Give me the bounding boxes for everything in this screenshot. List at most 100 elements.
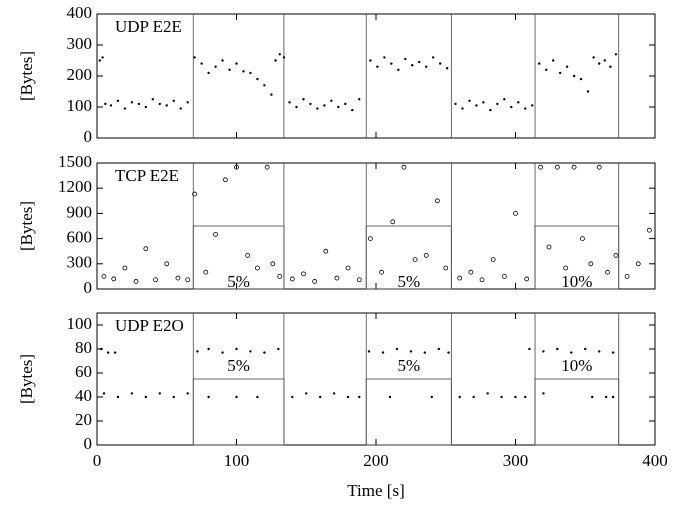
data-point: [346, 395, 350, 399]
data-point: [395, 347, 399, 351]
y-tick-label: 60: [75, 362, 92, 381]
data-point: [122, 265, 128, 271]
y-tick-label: 300: [67, 34, 93, 53]
data-point: [235, 347, 238, 351]
data-point: [222, 177, 228, 183]
data-point: [153, 277, 158, 283]
data-point: [454, 102, 457, 106]
data-point: [524, 107, 527, 110]
data-point: [291, 395, 294, 399]
data-point: [475, 104, 478, 107]
y-tick-label: 400: [67, 3, 93, 22]
data-point: [109, 104, 113, 107]
data-point: [431, 56, 435, 59]
data-point: [358, 395, 361, 399]
data-point: [531, 104, 534, 107]
data-point: [277, 273, 283, 279]
y-tick-label: 0: [84, 278, 93, 297]
data-point: [425, 65, 428, 68]
data-point: [106, 351, 110, 354]
data-point: [323, 104, 326, 107]
data-point: [482, 101, 485, 104]
data-point: [598, 350, 601, 353]
data-point: [379, 269, 384, 275]
region-label: 5%: [227, 272, 250, 291]
data-point: [221, 351, 224, 354]
y-tick-label: 200: [67, 65, 93, 84]
data-point: [445, 67, 449, 70]
y-tick-label: 0: [84, 127, 93, 146]
data-point: [193, 56, 196, 59]
region-box: [534, 225, 620, 290]
data-point: [99, 347, 103, 351]
region-box: [192, 225, 285, 290]
data-point: [196, 350, 199, 353]
data-point: [116, 99, 120, 103]
data-point: [496, 102, 499, 106]
data-point: [609, 65, 612, 68]
data-point: [443, 265, 449, 271]
data-point: [164, 261, 170, 267]
data-point: [489, 108, 492, 112]
data-point: [614, 53, 618, 56]
x-tick-label: 100: [224, 451, 250, 470]
panel-title: TCP E2E: [115, 166, 179, 185]
data-point: [172, 395, 175, 399]
data-point: [101, 56, 104, 59]
y-tick-label: 100: [67, 314, 93, 333]
data-point: [356, 277, 362, 283]
data-point: [542, 392, 545, 395]
data-point: [213, 231, 218, 237]
data-point: [556, 347, 559, 351]
data-point: [104, 102, 107, 106]
region-label: 5%: [397, 356, 420, 375]
data-point: [430, 395, 433, 399]
data-point: [235, 395, 238, 399]
data-point: [179, 107, 182, 110]
y-tick-label: 1500: [58, 152, 92, 171]
data-point: [214, 65, 217, 68]
data-point: [263, 84, 266, 87]
data-point: [200, 62, 203, 65]
data-point: [390, 219, 396, 225]
x-tick-label: 200: [363, 451, 389, 470]
data-point: [528, 347, 531, 351]
data-point: [185, 277, 191, 283]
data-point: [288, 101, 291, 104]
data-point: [490, 257, 496, 263]
data-point: [447, 351, 450, 354]
data-point: [418, 60, 421, 64]
data-point: [579, 77, 583, 81]
data-point: [245, 252, 251, 258]
data-point: [358, 98, 361, 101]
data-point: [554, 164, 560, 170]
region-label: 10%: [561, 272, 592, 291]
data-point: [368, 236, 373, 242]
data-point: [598, 62, 601, 65]
data-point: [472, 395, 475, 399]
data-point: [376, 65, 379, 68]
x-tick-label: 400: [642, 451, 668, 470]
x-tick-label: 0: [93, 451, 102, 470]
data-point: [524, 276, 530, 282]
data-point: [546, 244, 552, 250]
data-point: [256, 77, 259, 81]
data-point: [295, 105, 298, 109]
y-tick-label: 600: [67, 228, 93, 247]
data-point: [423, 252, 429, 258]
data-point: [207, 395, 210, 399]
data-point: [591, 395, 594, 399]
y-tick-label: 1200: [58, 177, 92, 196]
data-point: [580, 236, 585, 242]
data-point: [514, 395, 517, 399]
y-axis-label: [Bytes]: [17, 51, 36, 101]
data-point: [144, 395, 148, 399]
region-label: 5%: [227, 356, 250, 375]
data-point: [613, 252, 619, 258]
data-point: [381, 351, 385, 354]
data-point: [309, 102, 312, 106]
data-point: [274, 59, 277, 62]
data-point: [151, 98, 154, 101]
data-point: [510, 105, 513, 109]
data-point: [409, 350, 413, 353]
